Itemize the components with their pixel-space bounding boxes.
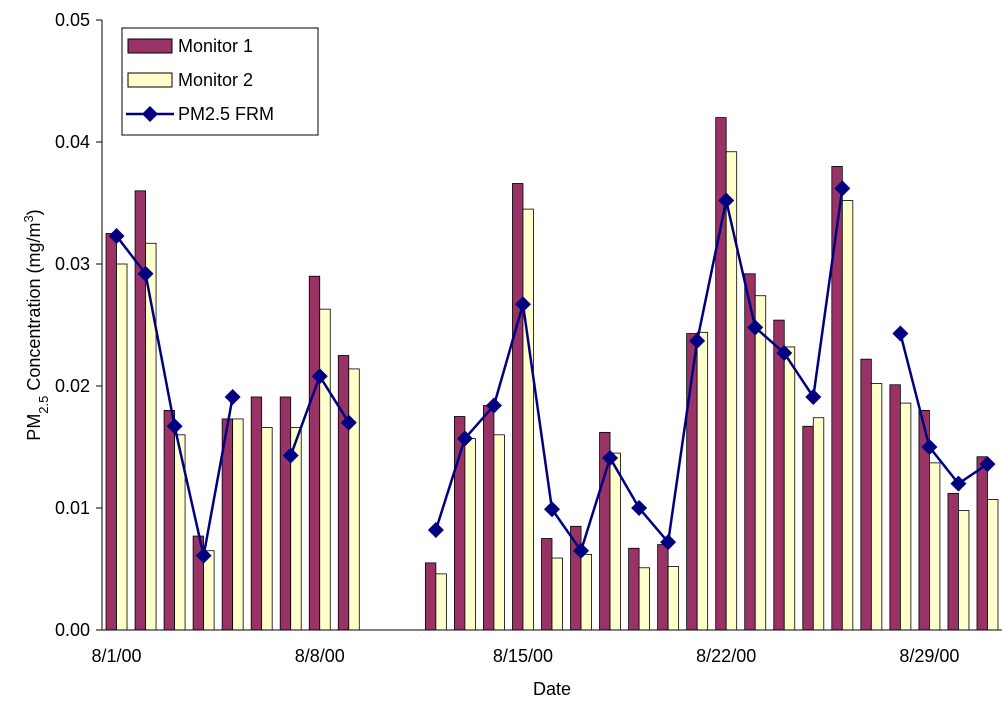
marker bbox=[456, 430, 473, 447]
marker bbox=[340, 414, 357, 431]
bar bbox=[870, 383, 883, 631]
x-tick-label: 8/29/00 bbox=[899, 646, 959, 666]
marker bbox=[660, 534, 677, 551]
bar bbox=[551, 557, 563, 631]
bar bbox=[667, 566, 680, 631]
marker bbox=[631, 500, 648, 516]
bar bbox=[889, 384, 901, 631]
marker bbox=[573, 542, 590, 559]
legend-swatch bbox=[127, 38, 173, 54]
x-tick-label: 8/15/00 bbox=[493, 646, 553, 666]
x-tick-label: 8/22/00 bbox=[696, 646, 756, 666]
bar bbox=[493, 434, 505, 631]
marker bbox=[544, 501, 560, 518]
marker bbox=[718, 192, 735, 209]
legend-label: Monitor 2 bbox=[178, 70, 253, 90]
marker bbox=[979, 456, 996, 473]
legend-swatch bbox=[127, 72, 173, 88]
marker bbox=[805, 388, 822, 405]
bar bbox=[261, 427, 273, 631]
marker bbox=[282, 447, 299, 464]
y-tick-label: 0.00 bbox=[55, 620, 90, 640]
marker bbox=[108, 227, 125, 244]
bar bbox=[773, 319, 785, 631]
bar bbox=[958, 510, 970, 631]
bar bbox=[337, 355, 350, 631]
marker bbox=[311, 368, 328, 385]
bar bbox=[454, 416, 466, 631]
marker bbox=[514, 296, 531, 313]
bar bbox=[638, 567, 650, 631]
bar bbox=[163, 409, 175, 631]
bar bbox=[424, 562, 437, 631]
bar bbox=[522, 208, 534, 631]
y-tick-label: 0.04 bbox=[55, 132, 90, 152]
bar bbox=[929, 462, 941, 631]
bar bbox=[783, 346, 796, 631]
bar bbox=[116, 263, 128, 631]
marker bbox=[747, 319, 764, 336]
bar bbox=[947, 492, 959, 631]
bar bbox=[308, 275, 321, 631]
bar bbox=[802, 425, 814, 631]
y-label-rest: Concentration (mg/m bbox=[24, 223, 44, 396]
y-tick-label: 0.01 bbox=[55, 498, 90, 518]
legend-label: Monitor 1 bbox=[178, 36, 253, 56]
bar bbox=[976, 456, 988, 631]
bar bbox=[348, 368, 360, 631]
bar bbox=[899, 402, 912, 631]
bar bbox=[541, 538, 553, 631]
x-axis-label: Date bbox=[533, 679, 571, 699]
bar bbox=[105, 233, 117, 631]
marker bbox=[950, 475, 967, 492]
bar bbox=[232, 418, 244, 631]
bar bbox=[203, 550, 215, 631]
y-tick-label: 0.05 bbox=[55, 10, 90, 30]
bar bbox=[987, 499, 999, 631]
bar bbox=[628, 547, 640, 631]
y-label-main: PM bbox=[24, 414, 44, 441]
bar bbox=[319, 308, 331, 631]
bar bbox=[483, 405, 495, 631]
legend-marker bbox=[142, 106, 158, 122]
marker bbox=[892, 325, 909, 342]
bar bbox=[841, 200, 854, 631]
marker bbox=[137, 265, 154, 282]
bar bbox=[279, 396, 292, 631]
x-tick-label: 8/8/00 bbox=[295, 646, 345, 666]
bar bbox=[860, 358, 872, 631]
bar bbox=[464, 438, 476, 631]
marker bbox=[166, 418, 183, 435]
marker bbox=[776, 345, 793, 362]
y-label-sub: 2.5 bbox=[36, 396, 51, 414]
bar bbox=[512, 183, 524, 631]
x-tick-label: 8/1/00 bbox=[91, 646, 141, 666]
marker bbox=[834, 180, 851, 197]
y-tick-label: 0.02 bbox=[55, 376, 90, 396]
marker bbox=[485, 397, 502, 414]
bar bbox=[250, 396, 263, 631]
y-label-sup: 3 bbox=[21, 215, 36, 222]
marker bbox=[427, 521, 444, 538]
y-label-end: ) bbox=[24, 209, 44, 215]
bar bbox=[609, 452, 621, 631]
bar bbox=[435, 573, 447, 631]
bar bbox=[812, 417, 825, 631]
bar bbox=[134, 190, 146, 631]
marker bbox=[195, 547, 212, 564]
marker bbox=[224, 388, 241, 405]
marker bbox=[689, 332, 706, 349]
line bbox=[115, 188, 989, 556]
bar bbox=[580, 553, 592, 631]
legend-label: PM2.5 FRM bbox=[178, 104, 274, 124]
bar bbox=[754, 295, 767, 631]
bar bbox=[696, 331, 709, 631]
bar bbox=[657, 544, 669, 631]
bar bbox=[831, 165, 843, 631]
marker bbox=[921, 439, 938, 455]
y-tick-label: 0.03 bbox=[55, 254, 90, 274]
marker bbox=[602, 449, 619, 466]
y-axis-label: PM2.5 Concentration (mg/m3) bbox=[21, 209, 51, 440]
